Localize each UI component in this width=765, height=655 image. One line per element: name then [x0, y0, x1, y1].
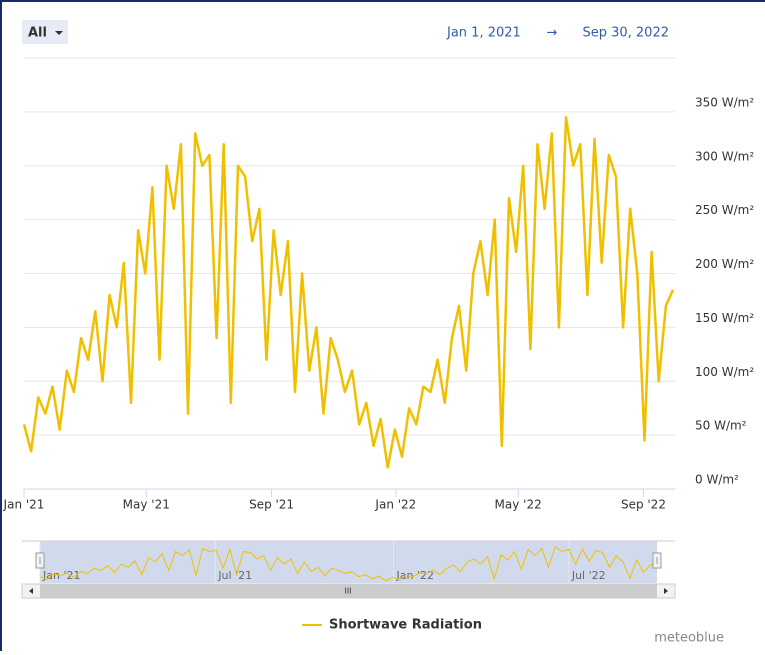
y-tick-label: 50 W/m²	[695, 419, 747, 433]
navigator-line	[39, 546, 658, 582]
y-tick-label: 0 W/m²	[695, 473, 739, 487]
scroll-right[interactable]	[664, 588, 668, 594]
series-line	[22, 116, 675, 469]
navigator-tick-label: Jul '22	[571, 569, 606, 582]
y-tick-label: 200 W/m²	[695, 257, 754, 271]
y-tick-label: 250 W/m²	[695, 203, 754, 217]
x-tick-label: Jan '22	[374, 498, 416, 512]
scrollbar-grip: III	[344, 587, 351, 596]
range-button-label[interactable]: All	[28, 26, 47, 41]
range-button[interactable]	[22, 20, 68, 44]
x-tick-label: Sep '22	[621, 498, 666, 512]
date-to[interactable]: Sep 30, 2022	[582, 26, 669, 41]
y-tick-label: 350 W/m²	[695, 95, 754, 109]
y-tick-label: 100 W/m²	[695, 365, 754, 379]
y-tick-label: 150 W/m²	[695, 311, 754, 325]
dropdown-caret	[55, 31, 63, 35]
x-tick-label: Sep '21	[249, 498, 294, 512]
y-tick-label: 300 W/m²	[695, 149, 754, 163]
scroll-left[interactable]	[29, 588, 33, 594]
x-tick-label: May '21	[123, 498, 170, 512]
date-arrow: →	[547, 26, 558, 41]
navigator-tick-label: Jul '21	[217, 569, 252, 582]
scrollbar-thumb[interactable]	[40, 584, 657, 598]
legend-label[interactable]: Shortwave Radiation	[329, 618, 482, 633]
date-from[interactable]: Jan 1, 2021	[446, 26, 521, 41]
x-tick-label: Jan '21	[3, 498, 45, 512]
x-tick-label: May '22	[495, 498, 542, 512]
navigator-mask	[40, 541, 657, 583]
credits[interactable]: meteoblue	[654, 631, 724, 646]
